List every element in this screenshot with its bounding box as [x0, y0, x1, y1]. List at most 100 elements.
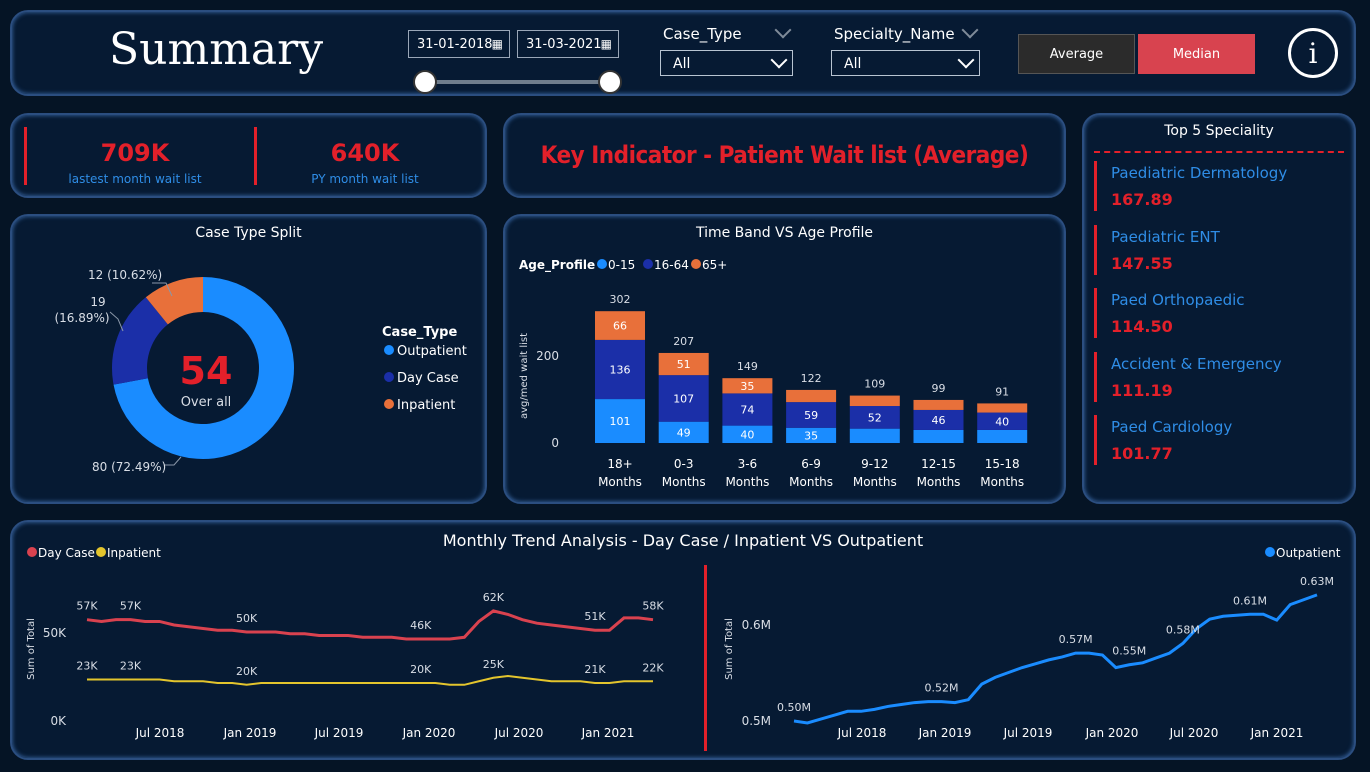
- latest-wait-label: lastest month wait list: [68, 172, 202, 186]
- x-tick-label: Jan 2021: [581, 726, 635, 740]
- legend-dot: [384, 372, 394, 382]
- daycase-data-label: 46K: [410, 619, 432, 632]
- legend-item[interactable]: Day Case: [38, 546, 95, 560]
- donut-slice-outpatient[interactable]: [113, 277, 295, 459]
- specialty-dropdown[interactable]: All: [831, 50, 980, 76]
- kpi-accent-bar: [254, 127, 257, 185]
- bar-segment-0-15[interactable]: [722, 425, 773, 443]
- top5-item-name: Paediatric Dermatology: [1111, 164, 1288, 182]
- legend-item[interactable]: Inpatient: [397, 398, 455, 413]
- y-axis-label: Sum of Total: [26, 618, 37, 680]
- start-date-field[interactable]: 31-01-2018 ▦: [408, 30, 510, 58]
- bar-segment-65+[interactable]: [658, 352, 709, 376]
- outpatient-data-label: 0.61M: [1233, 594, 1267, 607]
- outpatient-data-label: 0.52M: [925, 682, 959, 695]
- date-slider-track[interactable]: [424, 80, 610, 84]
- time-band-bar-chart: Age_Profile 0-15 16-64 65+ avg/med wait list…: [519, 258, 1028, 489]
- x-tick-label: 18+: [607, 457, 632, 471]
- bar-segment-0-15[interactable]: [786, 427, 837, 443]
- donut-slice-day-case[interactable]: [112, 297, 168, 385]
- top5-item-name: Paed Orthopaedic: [1111, 291, 1245, 309]
- legend-item[interactable]: Day Case: [397, 371, 459, 386]
- bar-segment-0-15[interactable]: [977, 429, 1028, 443]
- y-axis-label: Sum of Total: [724, 618, 735, 680]
- x-tick-label: 3-6: [738, 457, 758, 471]
- legend-item[interactable]: 0-15: [608, 258, 635, 272]
- kpi-panel: 709K lastest month wait list 640K PY mon…: [10, 113, 487, 198]
- bar-segment-16-64[interactable]: [658, 375, 709, 422]
- x-tick-label: Months: [725, 475, 769, 489]
- calendar-icon[interactable]: ▦: [600, 37, 612, 51]
- bar-segment-65+[interactable]: [722, 378, 773, 394]
- trend-line-outpatient[interactable]: [793, 593, 1318, 725]
- x-tick-label: Jan 2020: [402, 726, 456, 740]
- top5-item-name: Paed Cardiology: [1111, 418, 1233, 436]
- average-button[interactable]: Average: [1018, 34, 1135, 74]
- bar-data-label: 40: [740, 428, 754, 441]
- trend-line-day-case[interactable]: [86, 609, 654, 641]
- chevron-down-icon[interactable]: [961, 21, 979, 39]
- bar-segment-65+[interactable]: [913, 399, 964, 410]
- bar-segment-16-64[interactable]: [595, 339, 645, 400]
- bar-segment-16-64[interactable]: [849, 406, 900, 429]
- bar-segment-16-64[interactable]: [913, 409, 964, 430]
- bar-segment-0-15[interactable]: [913, 429, 964, 443]
- x-tick-label: Jan 2020: [1085, 726, 1139, 740]
- key-indicator-panel: Key Indicator - Patient Wait list (Avera…: [503, 113, 1066, 198]
- bar-segment-65+[interactable]: [977, 403, 1028, 413]
- case-type-donut-chart: 54 Over all 12 (10.62%) 19 (16.89%) 80 (72.49…: [54, 268, 467, 474]
- bar-total-label: 122: [801, 372, 822, 385]
- bar-segment-0-15[interactable]: [849, 428, 900, 443]
- y-tick-label: 0K: [50, 714, 67, 728]
- top5-item-value: 167.89: [1111, 190, 1173, 209]
- date-slider-start-handle[interactable]: [413, 70, 437, 94]
- inpatient-data-label: 25K: [483, 658, 505, 671]
- leader-line: [109, 311, 124, 332]
- chevron-down-icon: [957, 51, 975, 69]
- legend-item[interactable]: 65+: [702, 258, 727, 272]
- trend-panel: Monthly Trend Analysis - Day Case / Inpa…: [10, 520, 1356, 760]
- median-button[interactable]: Median: [1138, 34, 1255, 74]
- end-date-field[interactable]: 31-03-2021 ▦: [517, 30, 619, 58]
- bar-segment-16-64[interactable]: [722, 393, 773, 426]
- end-date-value: 31-03-2021: [526, 37, 602, 52]
- top5-divider: [1094, 151, 1344, 153]
- bar-data-label: 74: [740, 404, 754, 417]
- y-axis-label: avg/med wait list: [519, 333, 530, 419]
- inpatient-data-label: 21K: [584, 663, 606, 676]
- bar-segment-0-15[interactable]: [595, 399, 645, 443]
- legend-item[interactable]: Outpatient: [397, 344, 467, 359]
- legend-item[interactable]: 16-64: [654, 258, 689, 272]
- specialty-value: All: [844, 56, 862, 72]
- top5-item-value: 101.77: [1111, 444, 1173, 463]
- trend-line-inpatient[interactable]: [87, 674, 653, 686]
- bar-segment-65+[interactable]: [849, 395, 900, 407]
- bar-segment-65+[interactable]: [786, 389, 837, 403]
- calendar-icon[interactable]: ▦: [491, 37, 503, 51]
- legend-dot: [27, 547, 37, 557]
- legend-dot: [384, 345, 394, 355]
- info-icon[interactable]: i: [1288, 28, 1338, 78]
- inpatient-data-label: 20K: [410, 663, 432, 676]
- legend-item[interactable]: Inpatient: [107, 546, 161, 560]
- bar-segment-16-64[interactable]: [786, 402, 837, 428]
- chevron-down-icon[interactable]: [774, 21, 792, 39]
- bar-data-label: 101: [610, 415, 631, 428]
- chart-divider: [704, 565, 707, 751]
- bar-data-label: 40: [995, 415, 1009, 428]
- outpatient-data-label: 0.57M: [1059, 633, 1093, 646]
- time-band-panel: Time Band VS Age Profile Age_Profile 0-15…: [503, 214, 1066, 504]
- inpatient-data-label: 20K: [236, 665, 258, 678]
- donut-slice-inpatient[interactable]: [145, 277, 203, 325]
- case-type-dropdown[interactable]: All: [660, 50, 793, 76]
- bar-segment-0-15[interactable]: [658, 421, 709, 443]
- bar-segment-16-64[interactable]: [977, 412, 1028, 430]
- bar-segment-65+[interactable]: [595, 311, 645, 340]
- legend-dot: [96, 547, 106, 557]
- time-band-title: Time Band VS Age Profile: [695, 225, 874, 241]
- date-slider-end-handle[interactable]: [598, 70, 622, 94]
- legend-item[interactable]: Outpatient: [1276, 546, 1341, 560]
- legend-dot: [597, 259, 607, 269]
- page-title: Summary: [109, 24, 324, 75]
- x-tick-label: Jul 2018: [135, 726, 185, 740]
